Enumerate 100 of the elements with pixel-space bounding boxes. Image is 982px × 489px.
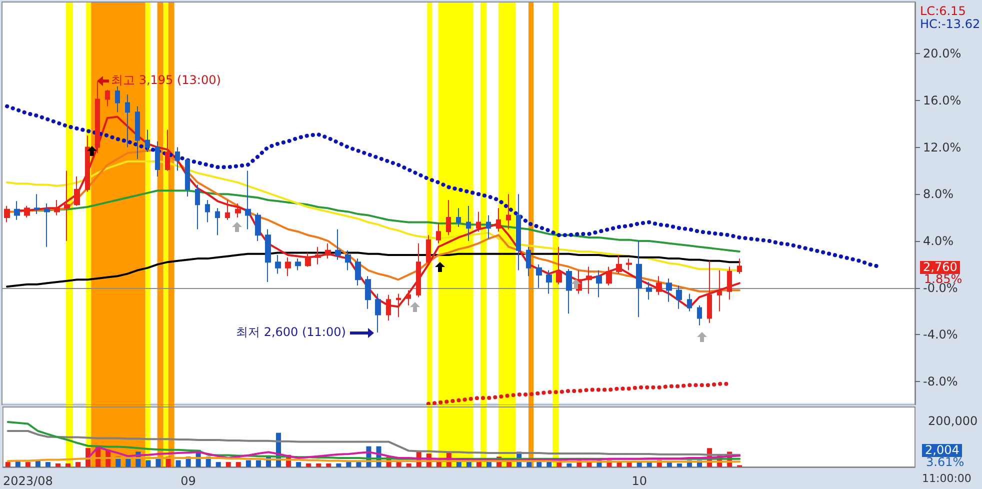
bar	[346, 462, 352, 467]
candlestick	[596, 270, 602, 298]
y-tick-label: 20.0%	[923, 46, 962, 61]
candlestick	[506, 194, 511, 230]
bar	[356, 462, 362, 467]
candlestick	[64, 170, 70, 242]
bar	[566, 463, 572, 467]
text: 200,000	[928, 414, 978, 428]
text: 2,004	[922, 443, 962, 457]
candlestick	[727, 266, 732, 300]
x-tick-label: 10	[632, 474, 647, 488]
bar	[156, 458, 161, 467]
bar	[676, 463, 682, 467]
candlestick	[115, 86, 120, 113]
y-tick-label: 12.0%	[923, 140, 962, 154]
candlestick	[235, 203, 241, 218]
bar	[586, 462, 592, 467]
y-tick-label: 4.0%	[923, 234, 954, 248]
candlestick	[406, 290, 411, 306]
candlestick	[44, 203, 50, 248]
text: 2,760	[920, 260, 960, 274]
candlestick	[456, 208, 461, 228]
bar	[126, 458, 131, 467]
candlestick	[255, 212, 261, 242]
text: 11:00:00	[922, 472, 972, 485]
y-tick-label: -4.0%	[923, 328, 958, 342]
bar	[246, 460, 251, 467]
annotation: 최저 2,600 (11:00)	[236, 325, 346, 339]
candlestick	[145, 129, 150, 152]
bar	[326, 463, 332, 467]
candlestick	[676, 285, 682, 310]
candlestick	[265, 228, 271, 282]
candlestick	[606, 266, 612, 286]
candlestick	[656, 276, 662, 296]
candlestick	[275, 254, 281, 274]
candlestick	[285, 256, 291, 277]
candlestick	[566, 268, 572, 314]
bar	[296, 462, 302, 467]
bar	[226, 462, 231, 467]
candlestick	[205, 199, 210, 223]
bar	[146, 460, 151, 467]
candlestick	[426, 234, 431, 265]
candlestick	[375, 293, 381, 333]
candlestick	[225, 199, 230, 220]
candlestick	[195, 184, 200, 230]
bar	[25, 462, 30, 467]
candlestick	[325, 242, 331, 260]
candlestick	[14, 200, 20, 220]
candlestick	[626, 258, 632, 271]
candlestick	[556, 246, 562, 285]
bar	[626, 462, 632, 467]
bar	[236, 462, 241, 467]
candlestick	[416, 242, 421, 298]
candlestick	[536, 264, 542, 288]
candlestick	[24, 205, 30, 218]
bar	[316, 463, 322, 467]
bar	[646, 462, 652, 467]
bar	[406, 463, 412, 467]
bar	[66, 463, 71, 467]
candlestick	[165, 129, 170, 172]
candlestick	[335, 228, 341, 260]
candlestick	[586, 266, 592, 294]
candlestick	[516, 194, 521, 271]
candlestick	[687, 293, 692, 312]
bar	[666, 462, 672, 467]
candlestick	[125, 94, 130, 148]
candlestick	[4, 205, 10, 223]
bar	[256, 460, 261, 467]
bar	[76, 462, 81, 467]
candlestick	[345, 250, 351, 271]
candlestick	[486, 214, 491, 240]
candlestick	[646, 281, 652, 300]
candlestick	[185, 158, 190, 197]
candlestick	[476, 211, 481, 232]
bar	[176, 460, 181, 467]
x-tick-label: 2023/08	[2, 474, 53, 488]
bar	[616, 462, 622, 467]
bar	[216, 462, 221, 467]
candlestick	[546, 270, 552, 294]
text: HC:-13.62	[920, 17, 980, 31]
bar	[306, 463, 312, 467]
bar	[336, 463, 342, 467]
candlestick	[355, 258, 361, 286]
line-series	[6, 252, 740, 288]
candlestick	[666, 278, 672, 302]
bar	[636, 462, 642, 467]
candlestick	[215, 208, 220, 236]
candlestick	[74, 176, 80, 206]
candlestick	[365, 276, 371, 310]
candlestick	[54, 199, 60, 216]
candlestick	[466, 205, 471, 242]
candlestick	[305, 252, 311, 268]
y-tick-label: 16.0%	[923, 93, 962, 108]
candlestick	[496, 208, 501, 232]
candlestick	[175, 146, 180, 172]
candlestick	[34, 194, 40, 215]
candlestick	[105, 89, 110, 107]
text: LC:6.15	[920, 4, 966, 18]
candlestick	[135, 106, 140, 160]
x-tick-label: 09	[180, 474, 196, 488]
